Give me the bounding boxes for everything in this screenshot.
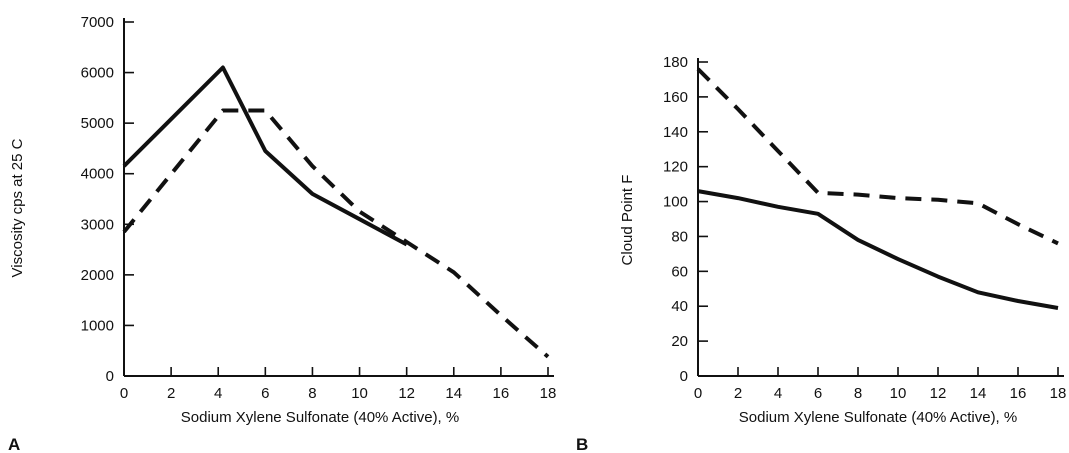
x-tick-label: 2 bbox=[734, 385, 742, 402]
series-line-solid bbox=[122, 65, 408, 247]
y-tick-label: 2000 bbox=[81, 267, 114, 284]
y-tick-label: 120 bbox=[663, 159, 688, 176]
y-tick-label: 0 bbox=[106, 368, 114, 385]
series-line-dashed bbox=[696, 67, 1059, 246]
x-axis-title: Sodium Xylene Sulfonate (40% Active), % bbox=[739, 409, 1017, 426]
x-tick-label: 12 bbox=[398, 385, 415, 402]
chart-panel-a: 0 1000 2000 3000 4000 5000 6000 7000 0 2 4 6 8 10 12 14… bbox=[8, 14, 556, 453]
y-tick-label: 40 bbox=[671, 298, 688, 315]
panel-letter: A bbox=[8, 435, 20, 453]
x-tick-label: 18 bbox=[540, 385, 557, 402]
y-tick-label: 7000 bbox=[81, 14, 114, 31]
x-tick-label: 14 bbox=[445, 385, 462, 402]
y-tick-label: 180 bbox=[663, 54, 688, 71]
y-tick-label: 3000 bbox=[81, 216, 114, 233]
x-tick-label: 0 bbox=[120, 385, 128, 402]
y-tick-label: 6000 bbox=[81, 65, 114, 82]
y-tick-label: 160 bbox=[663, 89, 688, 106]
x-tick-label: 10 bbox=[890, 385, 907, 402]
chart-panel-b: 0 20 40 60 80 100 120 140 160 180 0 2 4 6 8 10 12 14 16 18 S… bbox=[576, 54, 1066, 453]
y-axis-title: Viscosity cps at 25 C bbox=[9, 138, 26, 277]
x-tick-label: 12 bbox=[930, 385, 947, 402]
y-tick-label: 0 bbox=[680, 368, 688, 385]
y-tick-label: 20 bbox=[671, 333, 688, 350]
y-tick-label: 60 bbox=[671, 263, 688, 280]
panel-letter: B bbox=[576, 435, 588, 453]
x-tick-label: 10 bbox=[351, 385, 368, 402]
x-tick-label: 8 bbox=[854, 385, 862, 402]
series-line-solid bbox=[697, 189, 1059, 310]
x-tick-label: 0 bbox=[694, 385, 702, 402]
x-tick-label: 16 bbox=[493, 385, 510, 402]
x-tick-label: 18 bbox=[1050, 385, 1067, 402]
x-tick-label: 6 bbox=[261, 385, 269, 402]
x-tick-label: 6 bbox=[814, 385, 822, 402]
y-tick-label: 1000 bbox=[81, 317, 114, 334]
x-tick-label: 14 bbox=[970, 385, 987, 402]
y-tick-label: 140 bbox=[663, 124, 688, 141]
x-axis-title: Sodium Xylene Sulfonate (40% Active), % bbox=[181, 409, 459, 426]
series-line-dashed bbox=[122, 108, 550, 359]
y-tick-label: 5000 bbox=[81, 115, 114, 132]
y-axis-title: Cloud Point F bbox=[619, 175, 636, 266]
x-tick-label: 2 bbox=[167, 385, 175, 402]
y-tick-label: 100 bbox=[663, 194, 688, 211]
x-tick-label: 8 bbox=[308, 385, 316, 402]
x-tick-label: 4 bbox=[214, 385, 222, 402]
x-tick-label: 16 bbox=[1010, 385, 1027, 402]
y-tick-label: 4000 bbox=[81, 166, 114, 183]
x-tick-label: 4 bbox=[774, 385, 782, 402]
y-tick-label: 80 bbox=[671, 228, 688, 245]
